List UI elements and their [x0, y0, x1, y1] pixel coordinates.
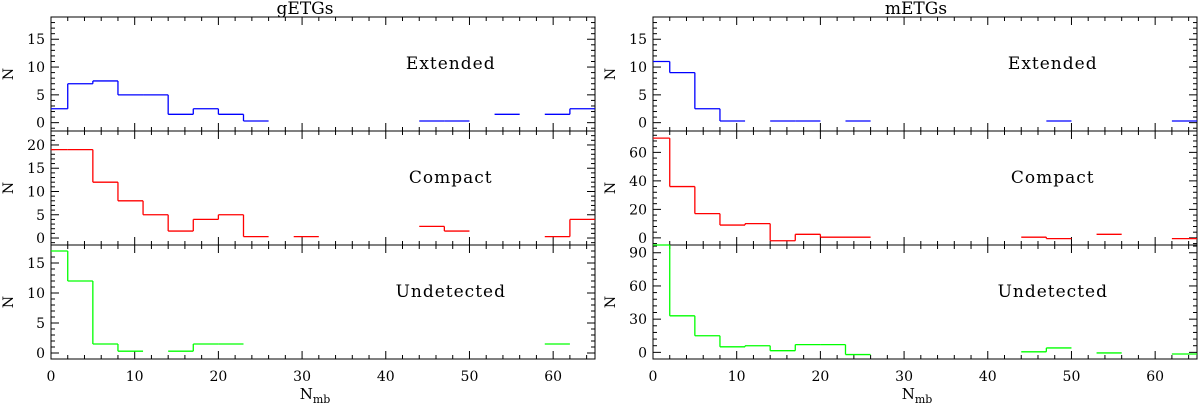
y-axis-label: N [1, 182, 17, 194]
y-tick-label: 0 [638, 345, 647, 361]
y-tick-label: 30 [629, 312, 647, 328]
y-axis-label: N [1, 68, 17, 80]
x-axis-label: Nmb [300, 385, 331, 406]
panel-label: Extended [1008, 54, 1098, 74]
x-axis-label: Nmb [902, 385, 933, 406]
x-tick-label: 0 [649, 369, 658, 385]
x-tick-label: 50 [1063, 369, 1081, 385]
x-tick-label: 10 [728, 369, 746, 385]
chart-getgs: gETGs 0 5 10 15 N Extended 0 5 10 15 20 N Compact 0 5 10… [1, 0, 596, 406]
y-tick-label: 5 [36, 316, 45, 332]
x-tick-label: 30 [293, 369, 311, 385]
x-tick-label: 10 [126, 369, 144, 385]
panel-label: Undetected [396, 282, 506, 302]
y-tick-label: 10 [27, 286, 45, 302]
y-tick-label: 10 [629, 60, 647, 76]
histogram-extended [51, 80, 595, 122]
y-tick-label: 5 [638, 88, 647, 104]
y-tick-label: 15 [27, 161, 45, 177]
x-tick-label: 60 [1146, 369, 1164, 385]
y-tick-label: 0 [36, 346, 45, 362]
histogram-undetected [51, 250, 570, 352]
panel-label: Compact [1011, 168, 1095, 188]
y-axis-label: N [603, 182, 619, 194]
y-tick-label: 60 [629, 279, 647, 295]
y-tick-label: 0 [638, 231, 647, 247]
panel-frame [652, 16, 1198, 132]
histogram-extended [653, 60, 1197, 122]
x-tick-label: 20 [209, 369, 227, 385]
y-tick-label: 15 [27, 32, 45, 48]
y-tick-label: 40 [629, 174, 647, 190]
y-tick-label: 10 [27, 60, 45, 76]
panel-extended: 0 5 10 15 N Extended [603, 16, 1198, 132]
x-tick-label: 30 [895, 369, 913, 385]
x-tick-label: 0 [47, 369, 56, 385]
chart-title: mETGs [885, 0, 947, 19]
y-tick-label: 90 [629, 246, 647, 262]
y-axis-label: N [603, 296, 619, 308]
x-tick-label: 60 [544, 369, 562, 385]
panel-undetected: 0 30 60 90 N Undetected [603, 244, 1198, 361]
x-tick-label: 50 [461, 369, 479, 385]
x-tick-label: 40 [979, 369, 997, 385]
panel-compact: 0 5 10 15 20 N Compact [1, 130, 596, 247]
panel-compact: 0 20 40 60 N Compact [603, 130, 1198, 247]
panel-label: Undetected [998, 282, 1108, 302]
y-tick-label: 0 [638, 116, 647, 132]
y-tick-label: 5 [36, 208, 45, 224]
panel-frame [50, 244, 596, 360]
histogram-undetected [653, 244, 1197, 356]
chart-title: gETGs [277, 0, 334, 19]
histogram-compact [653, 137, 1197, 242]
y-tick-label: 15 [629, 32, 647, 48]
panel-undetected: 0 5 10 15 N Undetected [1, 244, 596, 362]
panel-label: Extended [406, 54, 496, 74]
y-axis-label: N [1, 296, 17, 308]
y-tick-label: 10 [27, 184, 45, 200]
panel-label: Compact [409, 168, 493, 188]
y-tick-label: 20 [27, 138, 45, 154]
y-tick-label: 60 [629, 145, 647, 161]
y-tick-label: 5 [36, 88, 45, 104]
y-tick-label: 0 [36, 116, 45, 132]
panel-frame [50, 130, 596, 246]
y-tick-label: 15 [27, 256, 45, 272]
panel-extended: 0 5 10 15 N Extended [1, 16, 596, 132]
panel-frame [652, 130, 1198, 246]
x-tick-label: 20 [811, 369, 829, 385]
y-axis-label: N [603, 68, 619, 80]
panel-frame [652, 244, 1198, 360]
histogram-compact [51, 148, 595, 238]
x-tick-label: 40 [377, 369, 395, 385]
chart-metgs: mETGs 0 5 10 15 N Extended 0 20 40 60 N Compact 0 30 60… [603, 0, 1198, 406]
y-tick-label: 0 [36, 231, 45, 247]
y-tick-label: 20 [629, 202, 647, 218]
